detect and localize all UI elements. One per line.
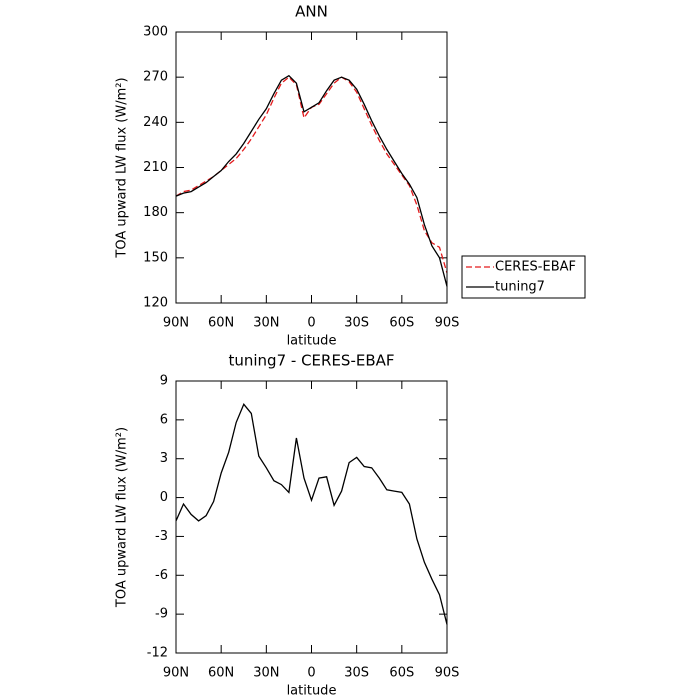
x-tick-label: 0: [307, 316, 315, 331]
x-axis-label: latitude: [287, 334, 337, 349]
y-tick-label: 270: [143, 70, 168, 85]
x-axis-label: latitude: [287, 684, 337, 699]
y-tick-label: -6: [155, 568, 168, 583]
chart-title: ANN: [295, 3, 328, 21]
x-tick-label: 90N: [163, 316, 189, 331]
y-tick-label: 180: [143, 205, 168, 220]
legend-label: tuning7: [495, 280, 545, 295]
y-axis-label: TOA upward LW flux (W/m²): [115, 427, 130, 608]
x-tick-label: 90S: [435, 316, 460, 331]
x-tick-label: 90S: [435, 666, 460, 681]
plot-frame: [175, 380, 448, 654]
y-tick-label: 0: [160, 490, 168, 505]
y-tick-label: 3: [160, 451, 168, 466]
y-tick-label: 120: [143, 296, 168, 311]
x-tick-label: 90N: [163, 666, 189, 681]
line-series: [175, 403, 448, 625]
x-tick-label: 60S: [389, 316, 414, 331]
plot-frame: [175, 31, 448, 304]
y-axis-label: TOA upward LW flux (W/m²): [115, 77, 130, 258]
x-tick-label: 30S: [344, 666, 369, 681]
legend-label: CERES-EBAF: [495, 260, 576, 275]
legend-box: [461, 255, 586, 299]
x-tick-label: 60N: [208, 316, 234, 331]
y-tick-label: 300: [143, 25, 168, 40]
y-tick-label: 240: [143, 115, 168, 130]
x-tick-label: 30N: [253, 316, 279, 331]
x-tick-label: 60N: [208, 666, 234, 681]
x-tick-label: 0: [307, 666, 315, 681]
y-tick-label: 6: [160, 412, 168, 427]
y-tick-label: -3: [155, 529, 168, 544]
y-tick-label: 210: [143, 160, 168, 175]
y-tick-label: -9: [155, 607, 168, 622]
y-tick-label: 150: [143, 250, 168, 265]
x-tick-label: 30S: [344, 316, 369, 331]
y-tick-label: -12: [147, 646, 168, 661]
y-tick-label: 9: [160, 374, 168, 389]
chart-title: tuning7 - CERES-EBAF: [228, 352, 394, 370]
x-tick-label: 30N: [253, 666, 279, 681]
line-series: [175, 74, 448, 287]
x-tick-label: 60S: [389, 666, 414, 681]
